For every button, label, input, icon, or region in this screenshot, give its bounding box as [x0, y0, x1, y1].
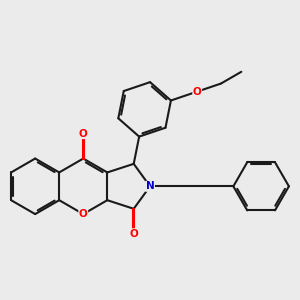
Text: N: N: [146, 181, 154, 191]
Text: O: O: [79, 129, 88, 139]
Text: O: O: [79, 209, 88, 219]
Text: O: O: [193, 87, 202, 97]
Text: O: O: [129, 229, 138, 239]
